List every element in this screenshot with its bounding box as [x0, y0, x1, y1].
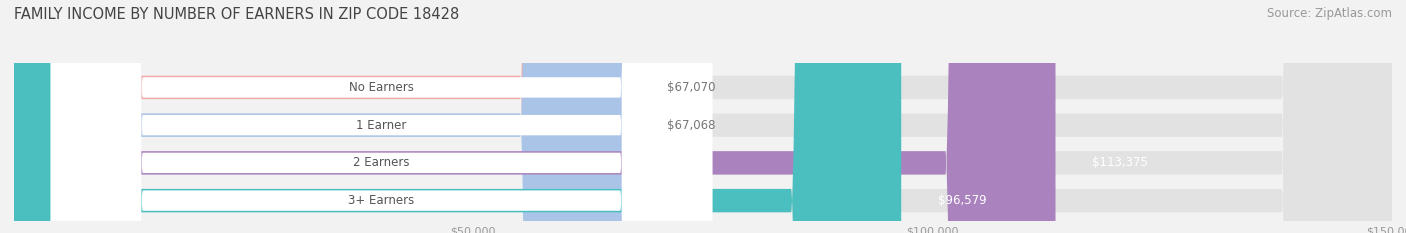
FancyBboxPatch shape [51, 0, 713, 233]
Text: FAMILY INCOME BY NUMBER OF EARNERS IN ZIP CODE 18428: FAMILY INCOME BY NUMBER OF EARNERS IN ZI… [14, 7, 460, 22]
FancyBboxPatch shape [14, 0, 1392, 233]
Text: $96,579: $96,579 [938, 194, 987, 207]
FancyBboxPatch shape [14, 0, 1392, 233]
FancyBboxPatch shape [14, 0, 630, 233]
Text: $67,070: $67,070 [666, 81, 716, 94]
FancyBboxPatch shape [51, 0, 713, 233]
Text: $67,068: $67,068 [666, 119, 716, 132]
Text: 2 Earners: 2 Earners [353, 156, 409, 169]
Text: 1 Earner: 1 Earner [356, 119, 406, 132]
Text: $113,375: $113,375 [1092, 156, 1149, 169]
FancyBboxPatch shape [14, 0, 1392, 233]
FancyBboxPatch shape [14, 0, 901, 233]
Text: Source: ZipAtlas.com: Source: ZipAtlas.com [1267, 7, 1392, 20]
FancyBboxPatch shape [14, 0, 1056, 233]
Text: 3+ Earners: 3+ Earners [349, 194, 415, 207]
FancyBboxPatch shape [14, 0, 630, 233]
FancyBboxPatch shape [51, 0, 713, 233]
Text: No Earners: No Earners [349, 81, 413, 94]
FancyBboxPatch shape [51, 0, 713, 233]
FancyBboxPatch shape [14, 0, 1392, 233]
